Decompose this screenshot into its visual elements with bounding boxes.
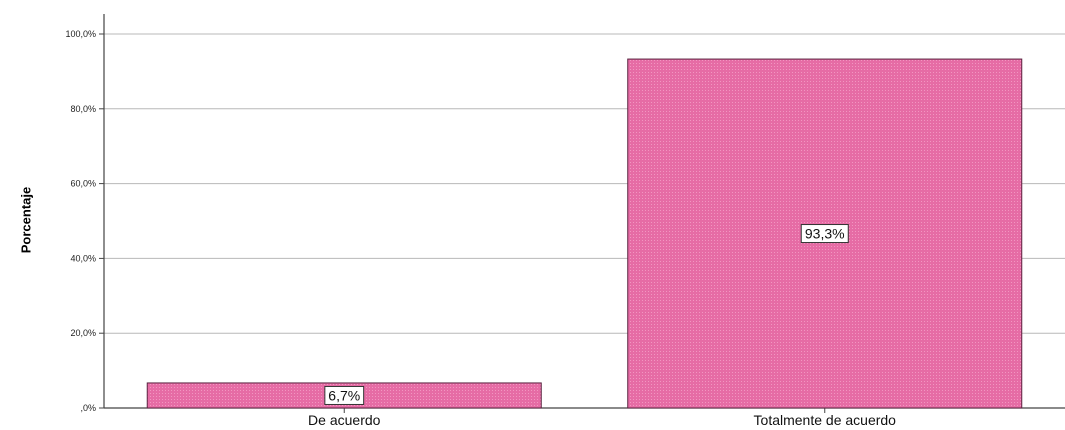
y-tick-label: 40,0% <box>70 253 96 263</box>
data-label: 6,7% <box>328 387 360 403</box>
y-tick-label: 80,0% <box>70 104 96 114</box>
y-tick-label: 20,0% <box>70 328 96 338</box>
x-tick-labels: De acuerdo Totalmente de acuerdo <box>308 412 896 428</box>
y-tick-label: 60,0% <box>70 179 96 189</box>
x-tick-label: Totalmente de acuerdo <box>754 412 897 428</box>
data-label-box <box>800 224 849 244</box>
y-tick-label: 100,0% <box>65 29 96 39</box>
y-tick-labels: ,0% 20,0% 40,0% 60,0% 80,0% 100,0% <box>65 29 96 413</box>
data-label-box <box>324 385 365 405</box>
data-labels: 6,7% 93,3% <box>324 224 849 405</box>
y-tick-label: ,0% <box>80 403 96 413</box>
data-label: 93,3% <box>805 226 845 242</box>
bars <box>146 58 1023 409</box>
x-tick-label: De acuerdo <box>308 412 381 428</box>
